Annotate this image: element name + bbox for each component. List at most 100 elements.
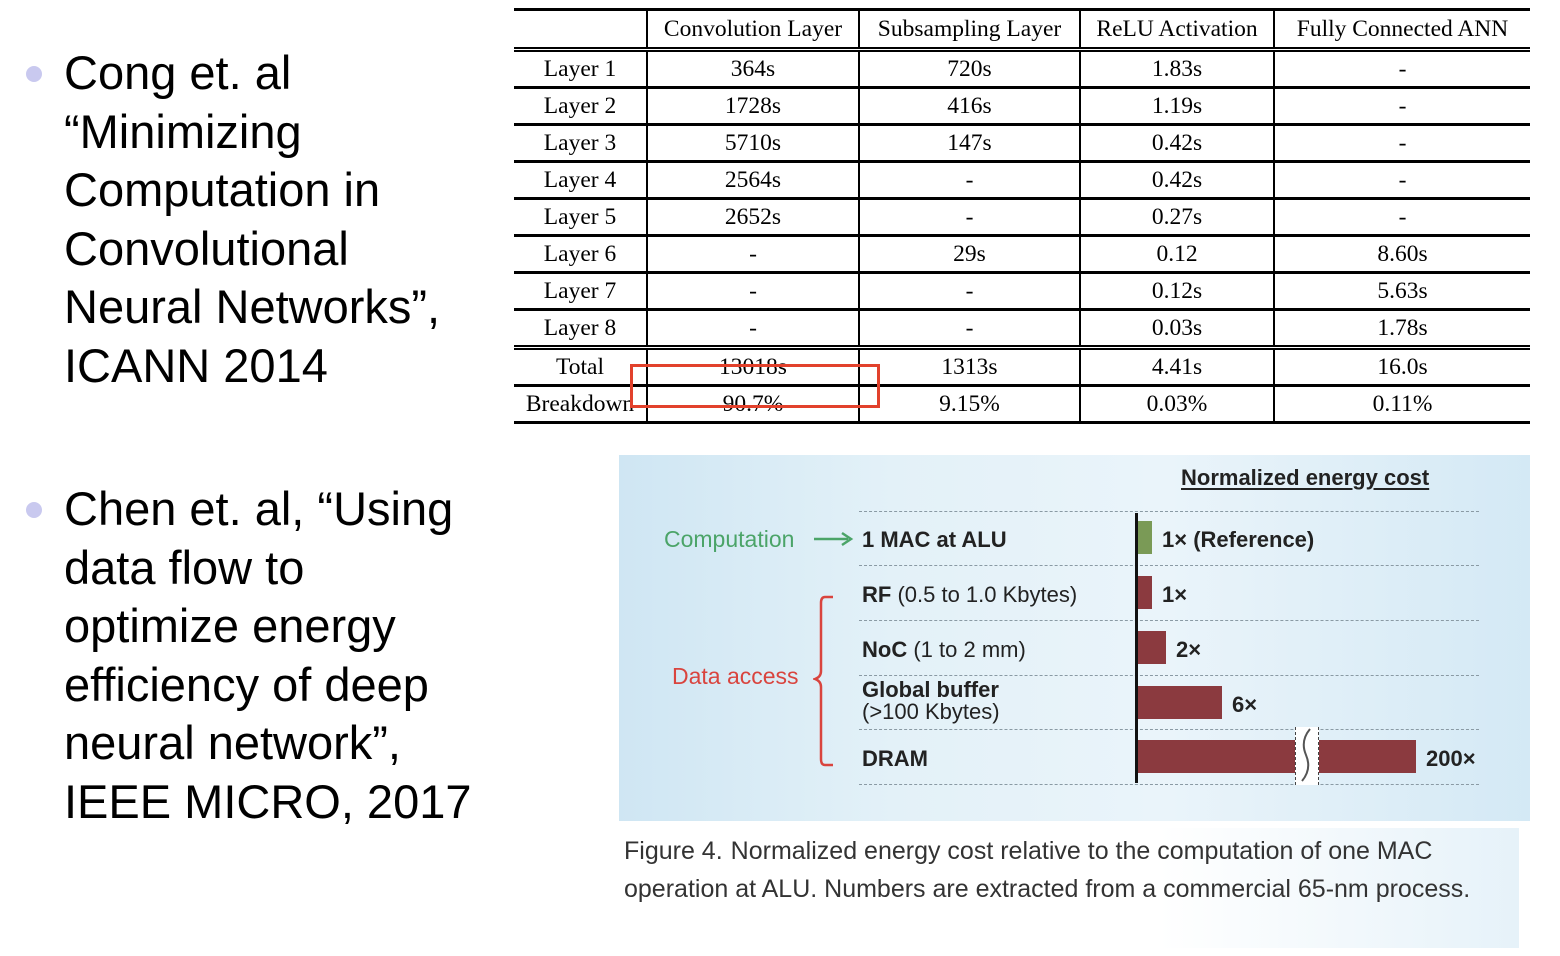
table-header-row: Convolution Layer Subsampling Layer ReLU… xyxy=(514,8,1530,52)
table-row: Layer 2 1728s 416s 1.19s - xyxy=(514,87,1530,126)
table-cell: 8.60s xyxy=(1273,235,1530,274)
bullet-line: Convolutional xyxy=(64,221,349,275)
table-cell: 13018s xyxy=(646,347,860,387)
table-row: Layer 6 - 29s 0.12 8.60s xyxy=(514,235,1530,274)
energy-value-label: 200× xyxy=(1426,746,1476,771)
table-cell: 1728s xyxy=(646,87,860,126)
axis-line xyxy=(1135,513,1138,783)
bullet-line: data flow to xyxy=(64,540,305,594)
energy-value-label: 1× xyxy=(1162,582,1188,607)
table-cell: Layer 7 xyxy=(514,272,648,311)
table-cell: 2652s xyxy=(646,198,860,237)
axis-break-icon xyxy=(1295,727,1319,785)
table-cell: 0.27s xyxy=(1079,198,1275,237)
caption-text: Figure 4. Normalized energy cost relative… xyxy=(624,832,1504,908)
table-breakdown-row: Breakdown 90.7% 9.15% 0.03% 0.11% xyxy=(514,385,1530,424)
table-cell: - xyxy=(858,309,1081,350)
table-cell: - xyxy=(1273,49,1530,89)
table-header-cell xyxy=(514,8,648,52)
table-cell: Total xyxy=(514,347,648,387)
table-cell: Layer 6 xyxy=(514,235,648,274)
bullet-line: efficiency of deep xyxy=(64,657,429,711)
row-name: 1 MAC at ALU xyxy=(862,527,1007,552)
energy-bar-global-buffer xyxy=(1138,686,1222,719)
table-cell: 0.12 xyxy=(1079,235,1275,274)
table-cell: Layer 4 xyxy=(514,161,648,200)
bullet-line: Neural Networks”, xyxy=(64,280,441,333)
table-cell: 0.42s xyxy=(1079,161,1275,200)
row-label-alu: 1 MAC at ALU xyxy=(862,527,1007,553)
table-cell: - xyxy=(646,235,860,274)
table-cell: 147s xyxy=(858,124,1081,163)
energy-cost-figure: Normalized energy cost Computation Data … xyxy=(619,455,1530,821)
bullet-line: “Minimizing xyxy=(64,104,302,158)
table-cell: 0.03s xyxy=(1079,309,1275,350)
table-cell: - xyxy=(1273,124,1530,163)
table-header-cell: Subsampling Layer xyxy=(858,8,1081,52)
data-access-label: Data access xyxy=(672,663,799,689)
table-cell: 416s xyxy=(858,87,1081,126)
table-cell: - xyxy=(858,161,1081,200)
table-cell: 90.7% xyxy=(646,385,860,424)
table-cell: 364s xyxy=(646,49,860,89)
table-row: Layer 1 364s 720s 1.83s - xyxy=(514,49,1530,89)
table-cell: 1.83s xyxy=(1079,49,1275,89)
table-cell: - xyxy=(858,272,1081,311)
table-cell: 720s xyxy=(858,49,1081,89)
arrow-right-icon xyxy=(814,531,854,547)
table-cell: 0.03% xyxy=(1079,385,1275,424)
table-cell: - xyxy=(1273,198,1530,237)
table-cell: Layer 2 xyxy=(514,87,648,126)
row-divider xyxy=(859,675,1479,676)
computation-label: Computation xyxy=(664,526,795,552)
bullet-line: IEEE MICRO, 2017 xyxy=(64,774,472,828)
energy-value-label: 1× (Reference) xyxy=(1162,527,1315,552)
table-row: Layer 8 - - 0.03s 1.78s xyxy=(514,309,1530,350)
table-cell: - xyxy=(646,309,860,350)
table-cell: 29s xyxy=(858,235,1081,274)
row-divider xyxy=(859,565,1479,566)
energy-bar-rf xyxy=(1138,576,1152,609)
row-detail: (>100 Kbytes) xyxy=(862,699,1000,724)
energy-value-label: 2× xyxy=(1176,637,1202,662)
row-detail: (0.5 to 1.0 Kbytes) xyxy=(897,582,1078,607)
row-divider xyxy=(859,620,1479,621)
table-row: Layer 4 2564s - 0.42s - xyxy=(514,161,1530,200)
table-row: Layer 3 5710s 147s 0.42s - xyxy=(514,124,1530,163)
energy-bar-dram xyxy=(1138,740,1416,773)
bullet-chen: Chen et. al, “Using data flow to optimiz… xyxy=(26,480,472,831)
table-cell: 1313s xyxy=(858,347,1081,387)
table-cell: Layer 1 xyxy=(514,49,648,89)
bullet-line: optimize energy xyxy=(64,599,396,652)
figure-caption: Figure 4. Normalized energy cost relative… xyxy=(619,828,1519,948)
bracket-icon xyxy=(813,595,833,767)
energy-bar-noc xyxy=(1138,631,1166,664)
table-cell: 5.63s xyxy=(1273,272,1530,311)
caption-lead: Figure 4. xyxy=(624,837,723,865)
bullet-line: neural network”, xyxy=(64,716,401,769)
table-header-cell: ReLU Activation xyxy=(1079,8,1275,52)
table-cell: 0.11% xyxy=(1273,385,1530,424)
row-label-global-buffer: Global buffer (>100 Kbytes) xyxy=(862,679,1000,723)
table-cell: 1.19s xyxy=(1079,87,1275,126)
row-divider xyxy=(859,729,1479,730)
table-cell: Layer 5 xyxy=(514,198,648,237)
row-divider xyxy=(859,511,1479,512)
table-cell: - xyxy=(646,272,860,311)
row-name: DRAM xyxy=(862,746,928,771)
row-label-dram: DRAM xyxy=(862,746,928,772)
table-cell: 4.41s xyxy=(1079,347,1275,387)
table-total-row: Total 13018s 1313s 4.41s 16.0s xyxy=(514,347,1530,387)
row-name: NoC xyxy=(862,637,908,662)
table-cell: 0.42s xyxy=(1079,124,1275,163)
table-cell: - xyxy=(858,198,1081,237)
table-cell: 2564s xyxy=(646,161,860,200)
table-cell: - xyxy=(1273,87,1530,126)
convolution-breakdown-highlight-box xyxy=(630,364,880,408)
bullet-line: Cong et. al xyxy=(64,46,292,99)
row-name: RF xyxy=(862,582,892,607)
energy-bar-alu xyxy=(1138,521,1152,554)
figure-title: Normalized energy cost xyxy=(1181,465,1430,490)
table-cell: 9.15% xyxy=(858,385,1081,424)
row-label-rf: RF (0.5 to 1.0 Kbytes) xyxy=(862,582,1077,608)
